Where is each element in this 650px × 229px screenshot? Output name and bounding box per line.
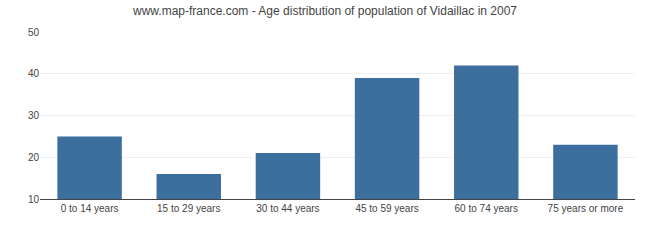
svg-text:60 to 74 years: 60 to 74 years xyxy=(455,203,518,214)
svg-text:10: 10 xyxy=(28,194,40,205)
svg-text:0 to 14 years: 0 to 14 years xyxy=(61,203,119,214)
svg-text:40: 40 xyxy=(28,68,40,79)
svg-text:30 to 44 years: 30 to 44 years xyxy=(256,203,319,214)
svg-text:30: 30 xyxy=(28,110,40,121)
svg-text:20: 20 xyxy=(28,152,40,163)
svg-text:75 years or more: 75 years or more xyxy=(548,203,624,214)
svg-text:www.map-france.com - Age distr: www.map-france.com - Age distribution of… xyxy=(132,4,517,18)
svg-text:45 to 59 years: 45 to 59 years xyxy=(355,203,418,214)
svg-text:15 to 29 years: 15 to 29 years xyxy=(157,203,220,214)
svg-text:50: 50 xyxy=(28,27,40,38)
